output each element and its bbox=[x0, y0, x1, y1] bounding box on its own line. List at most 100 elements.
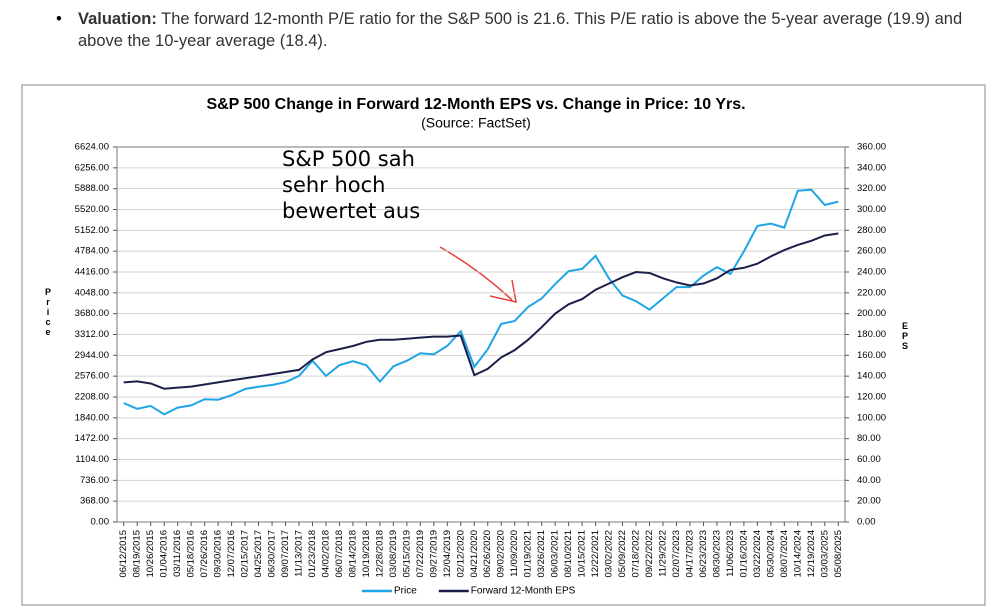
x-tick-label: 01/23/2018 bbox=[307, 530, 318, 578]
chart-frame bbox=[21, 84, 986, 606]
y-tick-label: 5888.00 bbox=[75, 183, 109, 194]
y-tick-label: 1840.00 bbox=[75, 412, 109, 423]
y2-tick-label: 240.00 bbox=[857, 267, 886, 278]
y-tick-label: 1104.00 bbox=[75, 454, 109, 465]
bullet-text: Valuation: The forward 12-month P/E rati… bbox=[78, 8, 988, 52]
x-tick-label: 12/04/2019 bbox=[442, 530, 453, 578]
x-tick-label: 04/21/2020 bbox=[469, 530, 480, 578]
plot-border bbox=[116, 146, 846, 523]
y-tick-label: 6256.00 bbox=[75, 162, 109, 173]
x-tick-label: 12/22/2021 bbox=[590, 530, 601, 578]
x-tick-label: 09/02/2020 bbox=[496, 530, 507, 578]
y2-tick-label: 120.00 bbox=[857, 392, 886, 403]
x-tick-label: 04/17/2023 bbox=[684, 530, 695, 578]
x-tick-label: 05/18/2016 bbox=[186, 530, 197, 578]
y2-tick-label: 340.00 bbox=[857, 162, 886, 173]
annotation: S&P 500 sah bbox=[282, 147, 415, 171]
y2-tick-label: 80.00 bbox=[857, 433, 881, 444]
x-tick-label: 10/26/2015 bbox=[145, 530, 156, 578]
x-tick-label: 06/23/2023 bbox=[698, 530, 709, 578]
x-tick-label: 10/19/2018 bbox=[361, 530, 372, 578]
x-tick-label: 03/08/2019 bbox=[388, 530, 399, 578]
y2-tick-label: 260.00 bbox=[857, 246, 886, 257]
y-tick-label: 736.00 bbox=[80, 475, 109, 486]
y2-tick-label: 360.00 bbox=[857, 142, 886, 153]
x-tick-label: 09/30/2016 bbox=[213, 530, 224, 578]
y2-tick-label: 140.00 bbox=[857, 371, 886, 382]
x-tick-label: 07/18/2022 bbox=[631, 530, 642, 578]
y-tick-label: 3680.00 bbox=[75, 308, 109, 319]
bullet-label: Valuation: bbox=[78, 10, 157, 28]
x-tick-label: 05/15/2019 bbox=[401, 530, 412, 578]
x-tick-label: 09/07/2017 bbox=[280, 530, 291, 578]
x-tick-label: 10/14/2024 bbox=[792, 530, 803, 578]
chart-title: S&P 500 Change in Forward 12-Month EPS v… bbox=[206, 96, 745, 113]
x-tick-label: 12/19/2024 bbox=[806, 530, 817, 578]
y2-tick-label: 200.00 bbox=[857, 308, 886, 319]
x-tick-label: 12/28/2018 bbox=[374, 530, 385, 578]
x-tick-label: 06/26/2020 bbox=[482, 530, 493, 578]
x-tick-label: 02/07/2023 bbox=[671, 530, 682, 578]
y2-tick-label: 60.00 bbox=[857, 454, 881, 465]
y-axis-label: Price bbox=[43, 287, 53, 337]
x-tick-label: 03/11/2016 bbox=[172, 530, 183, 577]
legend-label: Price bbox=[394, 586, 417, 597]
x-tick-label: 09/27/2019 bbox=[428, 530, 439, 578]
legend-label: Forward 12-Month EPS bbox=[471, 586, 576, 597]
x-tick-label: 04/02/2018 bbox=[320, 530, 331, 578]
x-tick-label: 08/19/2015 bbox=[132, 530, 143, 578]
y-tick-label: 1472.00 bbox=[75, 433, 109, 444]
chart-subtitle: (Source: FactSet) bbox=[421, 115, 531, 131]
y2-axis-label: EPS bbox=[900, 321, 910, 351]
y-tick-label: 2208.00 bbox=[75, 392, 109, 403]
annotation: bewertet aus bbox=[282, 199, 420, 223]
y2-tick-label: 20.00 bbox=[857, 496, 881, 507]
y2-tick-label: 220.00 bbox=[857, 287, 886, 298]
x-tick-label: 01/04/2016 bbox=[159, 530, 170, 578]
y-tick-label: 368.00 bbox=[80, 496, 109, 507]
annotation: sehr hoch bbox=[282, 173, 386, 197]
series-line bbox=[123, 188, 839, 416]
x-tick-label: 08/07/2024 bbox=[779, 530, 790, 578]
y2-tick-label: 280.00 bbox=[857, 225, 886, 236]
y-tick-label: 5520.00 bbox=[75, 204, 109, 215]
y-tick-label: 4784.00 bbox=[75, 246, 109, 257]
y2-tick-label: 40.00 bbox=[857, 475, 881, 486]
y-tick-label: 2576.00 bbox=[75, 371, 109, 382]
x-tick-label: 06/30/2017 bbox=[267, 530, 278, 578]
bullet-body: The forward 12-month P/E ratio for the S… bbox=[78, 10, 963, 50]
bullet-dot: • bbox=[56, 10, 62, 28]
x-tick-label: 07/26/2016 bbox=[199, 530, 210, 578]
x-tick-label: 08/14/2018 bbox=[347, 530, 358, 578]
y-tick-label: 4048.00 bbox=[75, 287, 109, 298]
x-tick-label: 08/30/2023 bbox=[711, 530, 722, 578]
x-tick-label: 09/22/2022 bbox=[644, 530, 655, 578]
y2-tick-label: 160.00 bbox=[857, 350, 886, 361]
y2-tick-label: 300.00 bbox=[857, 204, 886, 215]
x-tick-label: 05/09/2022 bbox=[617, 530, 628, 578]
x-tick-label: 03/03/2025 bbox=[819, 530, 830, 578]
y-tick-label: 0.00 bbox=[91, 517, 110, 528]
x-tick-label: 12/07/2016 bbox=[226, 530, 237, 578]
x-tick-label: 11/13/2017 bbox=[294, 530, 305, 577]
x-tick-label: 05/30/2024 bbox=[765, 530, 776, 578]
x-tick-label: 02/12/2020 bbox=[455, 530, 466, 578]
x-tick-label: 11/06/2023 bbox=[725, 530, 736, 577]
x-tick-label: 04/25/2017 bbox=[253, 530, 264, 578]
x-tick-label: 03/02/2022 bbox=[604, 530, 615, 578]
x-tick-label: 11/09/2020 bbox=[509, 530, 520, 577]
x-tick-label: 06/12/2015 bbox=[118, 530, 129, 578]
x-tick-label: 01/16/2024 bbox=[738, 530, 749, 578]
x-tick-label: 02/15/2017 bbox=[240, 530, 251, 578]
y2-tick-label: 0.00 bbox=[857, 517, 876, 528]
x-tick-label: 11/29/2022 bbox=[658, 530, 669, 577]
x-tick-label: 03/26/2021 bbox=[536, 530, 547, 578]
y-tick-label: 5152.00 bbox=[75, 225, 109, 236]
x-tick-label: 10/15/2021 bbox=[577, 530, 588, 578]
x-tick-label: 01/19/2021 bbox=[523, 530, 534, 578]
y2-tick-label: 180.00 bbox=[857, 329, 886, 340]
x-tick-label: 03/22/2024 bbox=[752, 530, 763, 578]
x-tick-label: 07/22/2019 bbox=[415, 530, 426, 578]
